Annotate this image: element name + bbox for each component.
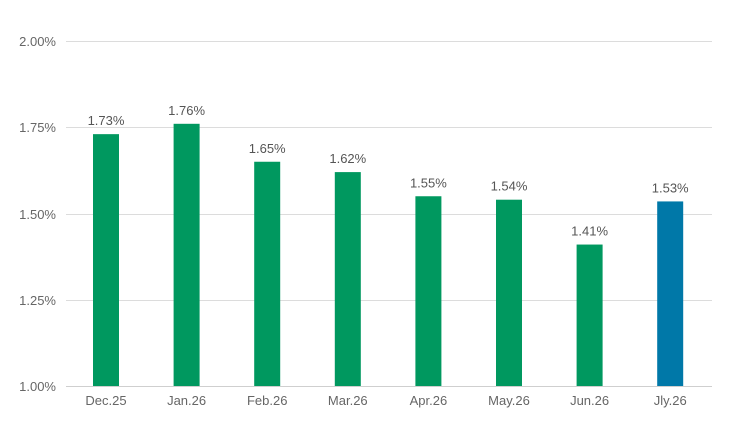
x-tick-label: Jun.26 — [570, 393, 609, 408]
bar-jly-26 — [657, 201, 684, 386]
y-tick-label: 1.00% — [19, 379, 56, 394]
x-tick-label: Dec.25 — [85, 393, 126, 408]
data-label: 1.53% — [652, 180, 689, 195]
data-label: 1.76% — [168, 103, 205, 118]
x-tick-label: Jly.26 — [654, 393, 687, 408]
y-tick-label: 1.50% — [19, 207, 56, 222]
data-label: 1.62% — [329, 151, 366, 166]
x-tick-label: May.26 — [488, 393, 530, 408]
x-tick-label: Mar.26 — [328, 393, 368, 408]
bar-mar-26 — [334, 172, 361, 386]
data-label: 1.55% — [410, 175, 447, 190]
y-tick-label: 1.25% — [19, 293, 56, 308]
data-label: 1.65% — [249, 141, 286, 156]
x-tick-label: Apr.26 — [410, 393, 448, 408]
bar-jun-26 — [576, 244, 603, 386]
y-tick-label: 2.00% — [19, 34, 56, 49]
x-tick-label: Jan.26 — [167, 393, 206, 408]
x-axis-ticks: Dec.25 Jan.26 Feb.26 Mar.26 Apr.26 May.26 Jun.… — [85, 393, 686, 408]
grid-lines — [66, 41, 712, 387]
data-labels: 1.73% 1.76% 1.65% 1.62% 1.55% 1.54% 1.41% 1.53% — [88, 103, 690, 239]
bar-jan-26 — [173, 123, 200, 387]
bar-dec-25 — [93, 134, 119, 386]
bar-apr-26 — [415, 196, 442, 386]
bar-may-26 — [496, 199, 522, 386]
data-label: 1.41% — [571, 224, 608, 239]
bar-feb-26 — [254, 161, 281, 386]
x-tick-label: Feb.26 — [247, 393, 287, 408]
y-axis-ticks: 1.00% 1.25% 1.50% 1.75% 2.00% — [19, 34, 56, 394]
data-label: 1.73% — [88, 113, 125, 128]
data-label: 1.54% — [491, 179, 528, 194]
bars — [93, 123, 684, 387]
y-tick-label: 1.75% — [19, 120, 56, 135]
